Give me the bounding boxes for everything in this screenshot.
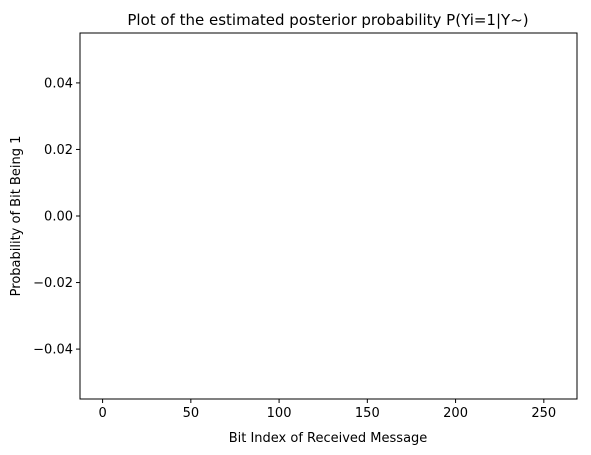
y-tick-label: 0.02 bbox=[44, 143, 73, 158]
y-tick-label: −0.04 bbox=[33, 343, 73, 358]
chart-title: Plot of the estimated posterior probabil… bbox=[127, 11, 528, 29]
y-axis-label: Probability of Bit Being 1 bbox=[9, 136, 24, 297]
y-tick-label: 0.00 bbox=[44, 210, 73, 225]
x-tick-label: 200 bbox=[443, 406, 468, 421]
x-tick-label: 150 bbox=[355, 406, 380, 421]
y-tick-label: 0.04 bbox=[44, 76, 73, 91]
x-axis: 0 50 100 150 200 250 bbox=[98, 399, 556, 421]
x-tick-label: 250 bbox=[531, 406, 556, 421]
y-tick-label: −0.02 bbox=[33, 276, 73, 291]
plot-area bbox=[79, 32, 578, 400]
y-axis: −0.04 −0.02 0.00 0.02 0.04 bbox=[33, 76, 80, 358]
x-tick-label: 50 bbox=[183, 406, 200, 421]
x-tick-label: 100 bbox=[267, 406, 292, 421]
x-tick-label: 0 bbox=[98, 406, 106, 421]
x-axis-label: Bit Index of Received Message bbox=[229, 431, 428, 446]
